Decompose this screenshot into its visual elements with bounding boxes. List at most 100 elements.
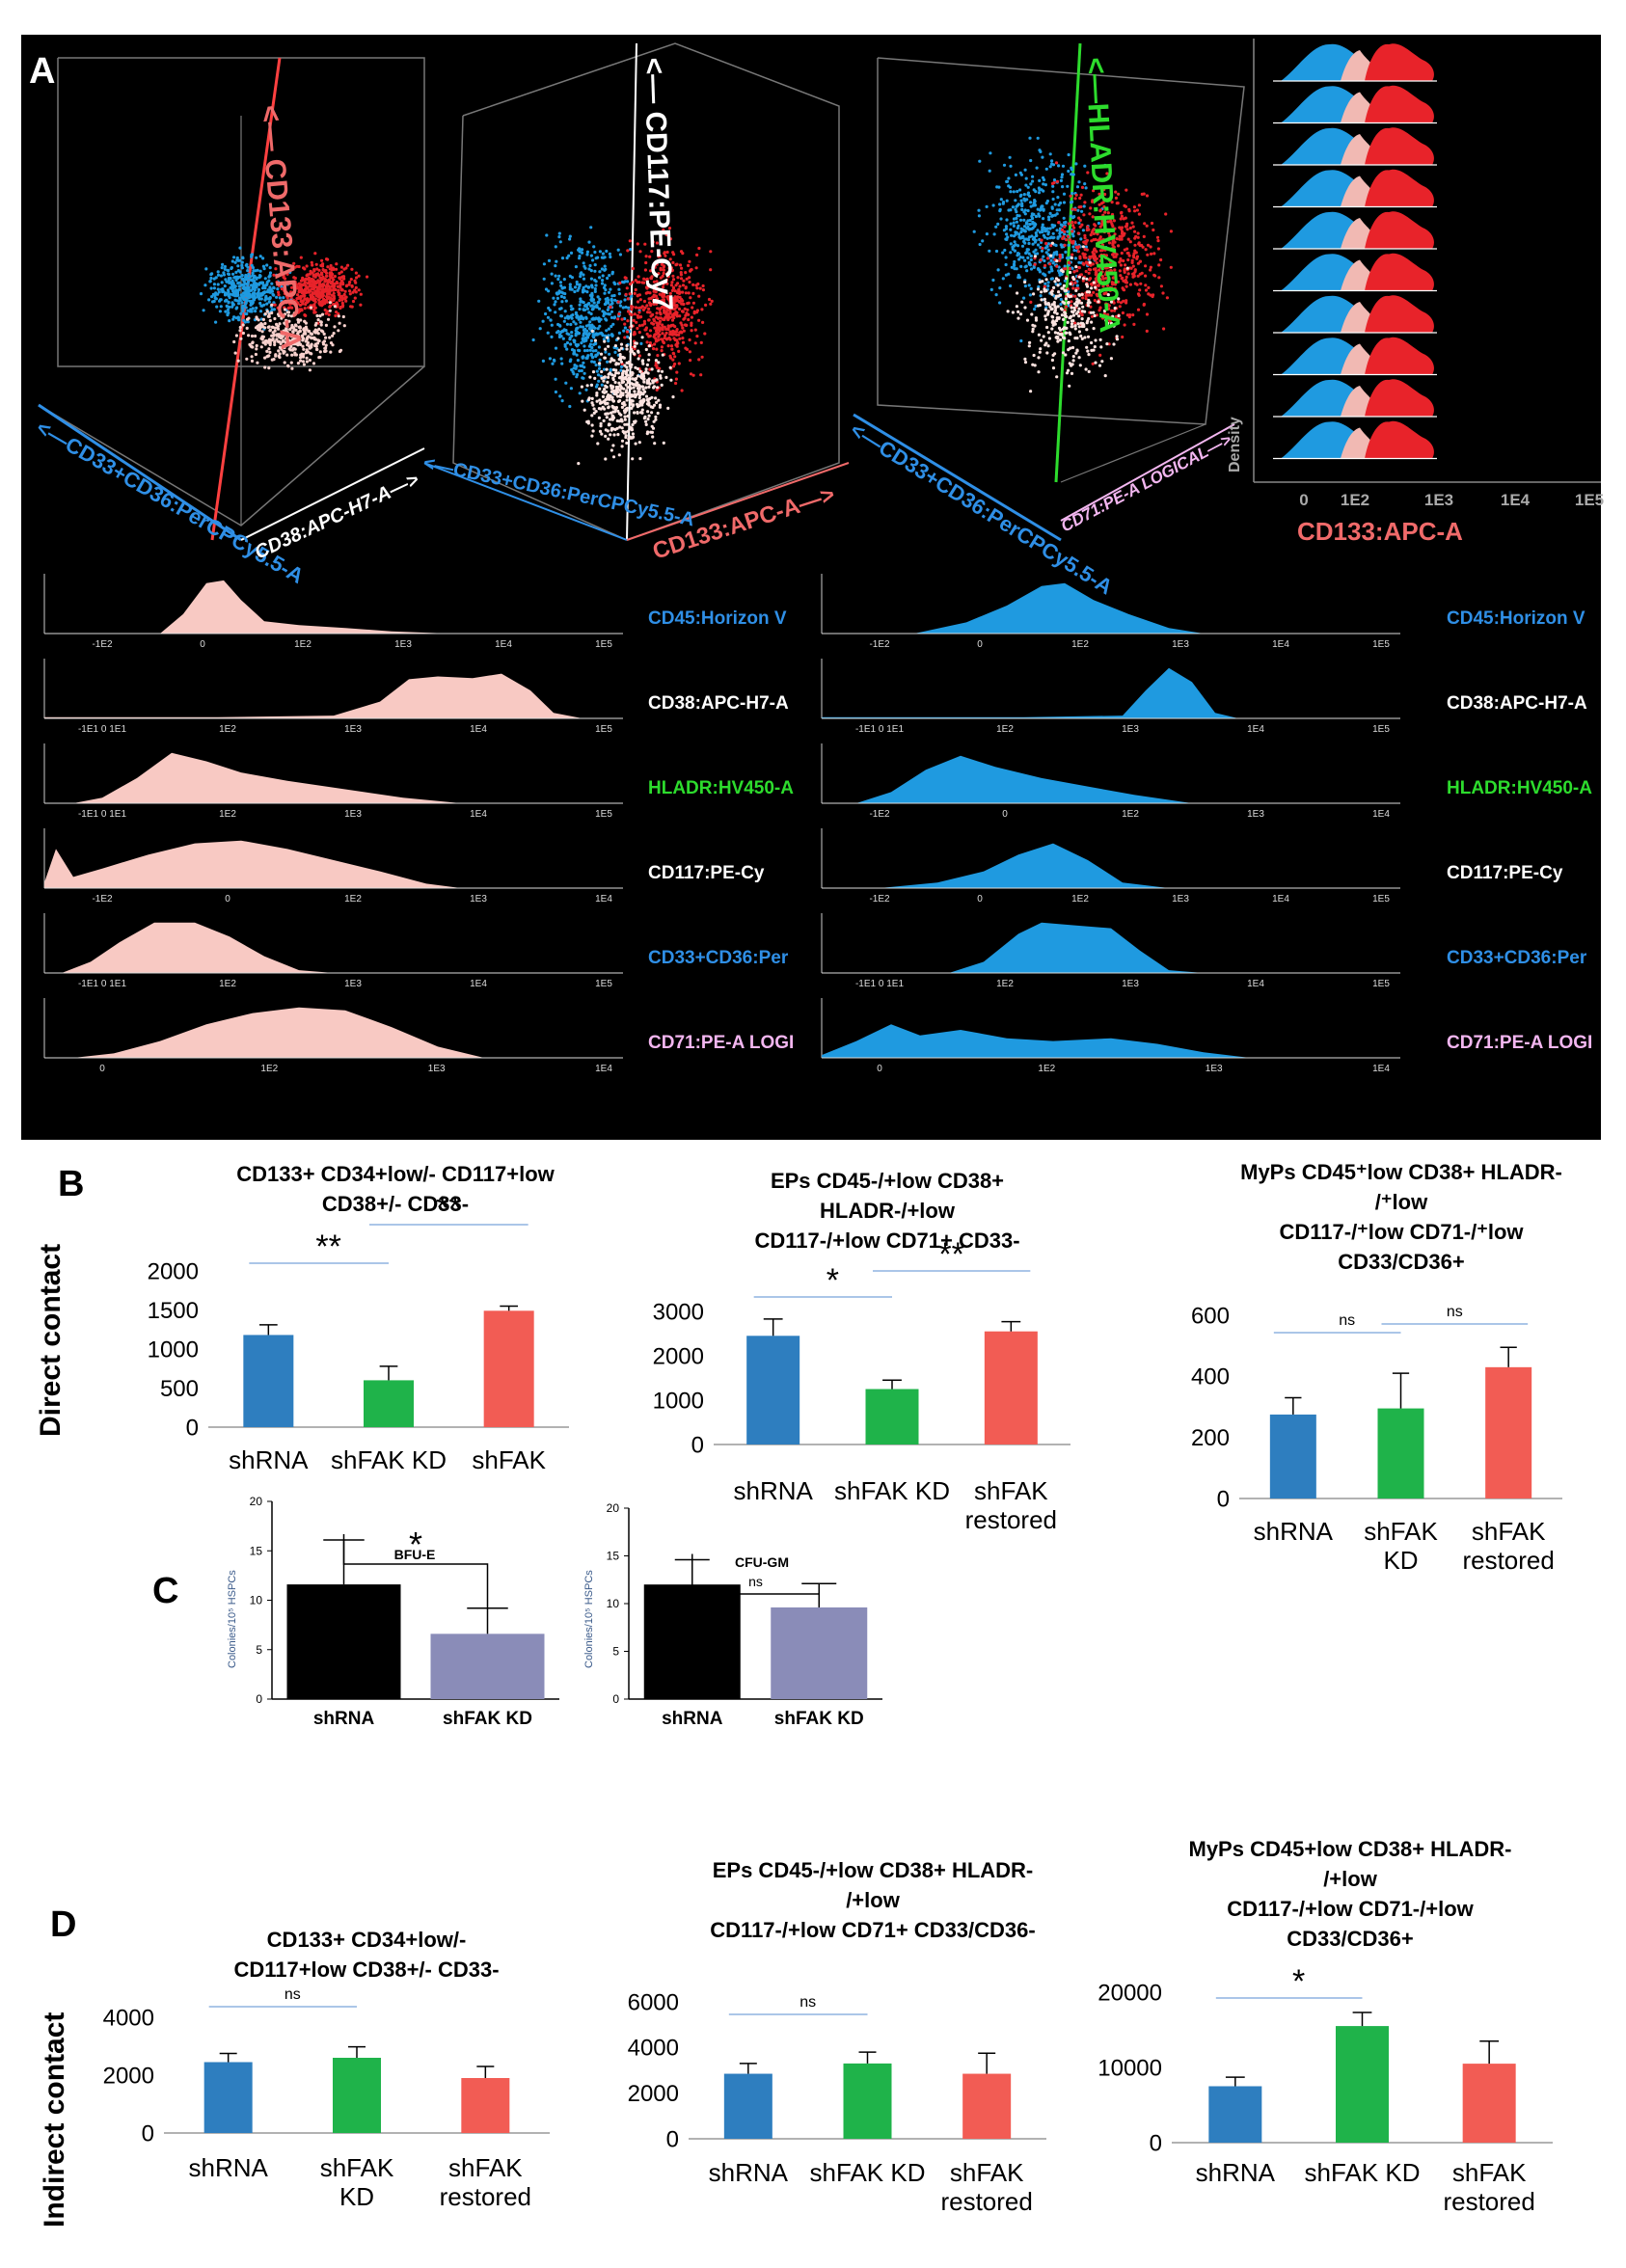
- scatter-point: [1126, 257, 1130, 262]
- scatter-point: [660, 345, 664, 349]
- scatter-point: [591, 429, 595, 433]
- scatter-point: [608, 312, 611, 316]
- scatter-point: [268, 271, 273, 275]
- scatter-point: [1026, 256, 1030, 259]
- scatter-point: [220, 266, 224, 270]
- scatter-point: [290, 353, 294, 357]
- scatter-point: [267, 300, 271, 304]
- scatter-point: [541, 359, 546, 363]
- scatter-point: [594, 284, 598, 287]
- scatter-point: [270, 303, 274, 307]
- scatter-point: [994, 293, 998, 297]
- scatter-point: [302, 363, 306, 366]
- scatter-point: [328, 336, 332, 339]
- scatter-point: [638, 250, 642, 254]
- scatter-point: [1070, 306, 1073, 310]
- scatter-point: [237, 258, 242, 262]
- scatter-point: [577, 332, 582, 336]
- scatter-point: [638, 457, 642, 461]
- histogram-tick-label: -1E2: [869, 809, 890, 820]
- scatter-point: [337, 329, 340, 333]
- scatter-point: [338, 291, 341, 296]
- scatter-point: [674, 381, 678, 386]
- scatter-point: [261, 317, 265, 321]
- scatter-point: [612, 359, 616, 363]
- scatter-point: [318, 280, 322, 284]
- scatter-point: [1071, 216, 1075, 220]
- scatter-point: [1065, 331, 1069, 335]
- scatter-point: [587, 323, 591, 327]
- scatter-point: [343, 297, 347, 301]
- scatter-point: [1144, 264, 1148, 268]
- scatter-point: [618, 253, 623, 256]
- scatter-point: [665, 315, 669, 319]
- scatter-point: [339, 348, 343, 352]
- scatter-point: [254, 282, 257, 285]
- scatter-point: [1157, 263, 1161, 267]
- scatter-point: [1131, 313, 1135, 317]
- scatter-point: [624, 434, 628, 438]
- scatter-point: [659, 312, 663, 316]
- scatter-point: [292, 261, 296, 265]
- scatter-point: [578, 303, 582, 307]
- scatter-point: [1124, 225, 1127, 229]
- scatter-point: [1156, 239, 1160, 243]
- scatter-point: [1086, 304, 1091, 308]
- category-label: restored: [940, 2187, 1032, 2216]
- histogram-tick-label: -1E1 0 1E1: [78, 724, 126, 735]
- scatter-point: [1012, 217, 1016, 221]
- scatter-point: [324, 323, 328, 327]
- y-tick-label: 10000: [1098, 2055, 1162, 2081]
- scatter-point: [267, 312, 271, 316]
- scatter-point: [251, 292, 255, 296]
- scatter-point: [1032, 292, 1036, 296]
- scatter-point: [659, 376, 663, 380]
- scatter-point: [221, 287, 225, 291]
- scatter-point: [991, 203, 995, 207]
- scatter-point: [611, 416, 616, 419]
- scatter-point: [299, 256, 303, 259]
- scatter-point: [1016, 189, 1019, 194]
- scatter-point: [610, 270, 615, 274]
- scatter-point: [568, 338, 572, 341]
- scatter-point: [593, 278, 597, 283]
- scatter-point: [653, 333, 657, 338]
- scatter-point: [209, 286, 213, 290]
- scatter-point: [679, 277, 684, 281]
- scatter-point: [1002, 163, 1007, 167]
- scatter-point: [620, 364, 624, 368]
- scatter-point: [598, 358, 602, 362]
- scatter-point: [657, 361, 661, 364]
- scatter-point: [1041, 223, 1044, 227]
- scatter-point: [227, 279, 230, 283]
- scatter-point: [1058, 293, 1062, 297]
- scatter-point: [335, 301, 339, 305]
- histogram-tick-label: 1E2: [1122, 809, 1139, 820]
- histogram-marker-label: CD45:Horizon V: [1447, 608, 1585, 629]
- scatter-point: [1011, 247, 1015, 251]
- scatter-point: [298, 326, 302, 330]
- category-label: shFAK: [950, 2158, 1024, 2187]
- histogram-tick-label: 0: [99, 1064, 105, 1074]
- scatter-point: [640, 323, 644, 327]
- scatter-point: [609, 418, 612, 421]
- scatter-point: [332, 288, 336, 292]
- scatter-point: [298, 288, 302, 292]
- scatter-point: [1071, 245, 1075, 249]
- scatter-point: [1046, 215, 1051, 219]
- scatter-point: [310, 337, 314, 340]
- scatter-point: [606, 296, 610, 300]
- scatter-point: [531, 338, 535, 342]
- chart-title: EPs CD45-/+low CD38+: [771, 1169, 1004, 1193]
- scatter-point: [300, 290, 304, 295]
- y-tick-label: 0: [691, 1432, 704, 1458]
- scatter-point: [564, 299, 568, 303]
- scatter-point: [630, 428, 635, 432]
- scatter-point: [234, 334, 238, 338]
- scatter-point: [283, 291, 286, 295]
- scatter-point: [1051, 366, 1056, 370]
- scatter-point: [1094, 361, 1098, 364]
- y-axis-label: Colonies/10⁵ HSPCs: [227, 1570, 238, 1668]
- scatter-point: [225, 280, 229, 284]
- scatter-point: [1054, 294, 1059, 298]
